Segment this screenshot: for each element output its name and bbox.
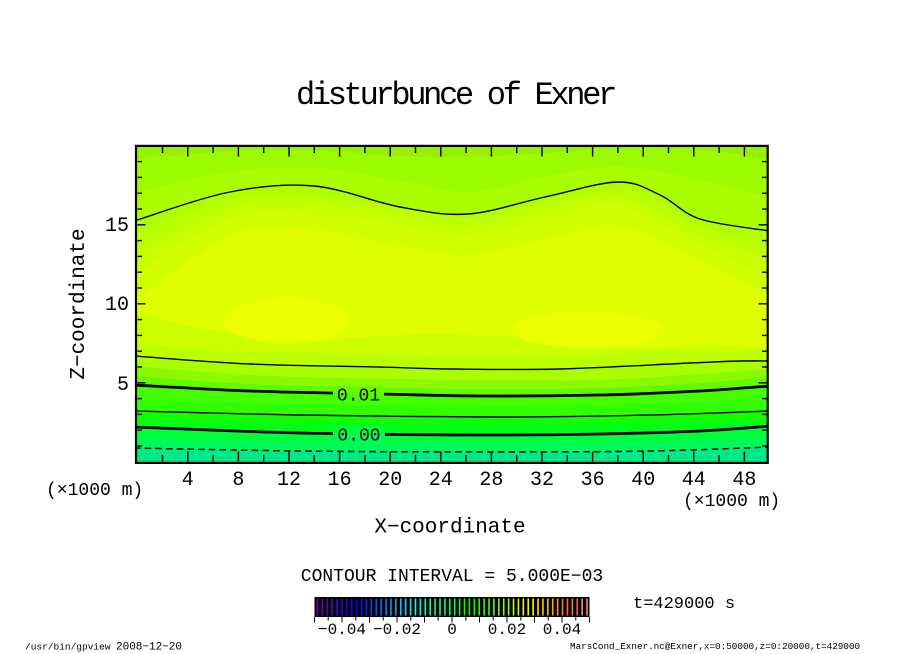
svg-text:−0.02: −0.02 xyxy=(373,621,421,639)
svg-text:16: 16 xyxy=(328,469,352,492)
svg-text:32: 32 xyxy=(530,469,554,492)
svg-text:36: 36 xyxy=(581,469,605,492)
svg-text:8: 8 xyxy=(232,469,244,492)
svg-text:(×1000 m): (×1000 m) xyxy=(46,481,143,501)
svg-text:0.00: 0.00 xyxy=(337,427,380,447)
svg-text:12: 12 xyxy=(277,469,301,492)
svg-text:0: 0 xyxy=(447,621,457,639)
svg-text:MarsCond_Exner.nc@Exner,x=0:50: MarsCond_Exner.nc@Exner,x=0:50000,z=0:20… xyxy=(570,641,860,652)
svg-text:28: 28 xyxy=(479,469,503,492)
svg-text:0.04: 0.04 xyxy=(543,621,581,639)
svg-text:44: 44 xyxy=(682,469,706,492)
svg-text:20: 20 xyxy=(378,469,402,492)
svg-text:2008−12−20: 2008−12−20 xyxy=(116,642,182,654)
svg-text:48: 48 xyxy=(732,469,756,492)
svg-text:/usr/bin/gpview: /usr/bin/gpview xyxy=(25,642,111,653)
svg-text:Z−coordinate: Z−coordinate xyxy=(68,228,91,379)
svg-text:0.01: 0.01 xyxy=(337,387,380,407)
svg-text:disturbunce of Exner: disturbunce of Exner xyxy=(296,77,615,114)
svg-text:0.02: 0.02 xyxy=(488,621,526,639)
svg-text:−0.04: −0.04 xyxy=(318,621,366,639)
svg-text:4: 4 xyxy=(182,469,194,492)
svg-text:24: 24 xyxy=(429,469,453,492)
svg-text:15: 15 xyxy=(105,215,129,238)
svg-text:5: 5 xyxy=(117,374,129,397)
svg-text:X−coordinate: X−coordinate xyxy=(374,517,525,540)
svg-text:CONTOUR INTERVAL = 5.000E−03: CONTOUR INTERVAL = 5.000E−03 xyxy=(301,567,603,587)
svg-text:(×1000 m): (×1000 m) xyxy=(683,492,780,512)
svg-text:40: 40 xyxy=(631,469,655,492)
svg-text:t=429000 s: t=429000 s xyxy=(633,595,735,614)
svg-text:10: 10 xyxy=(105,294,129,317)
